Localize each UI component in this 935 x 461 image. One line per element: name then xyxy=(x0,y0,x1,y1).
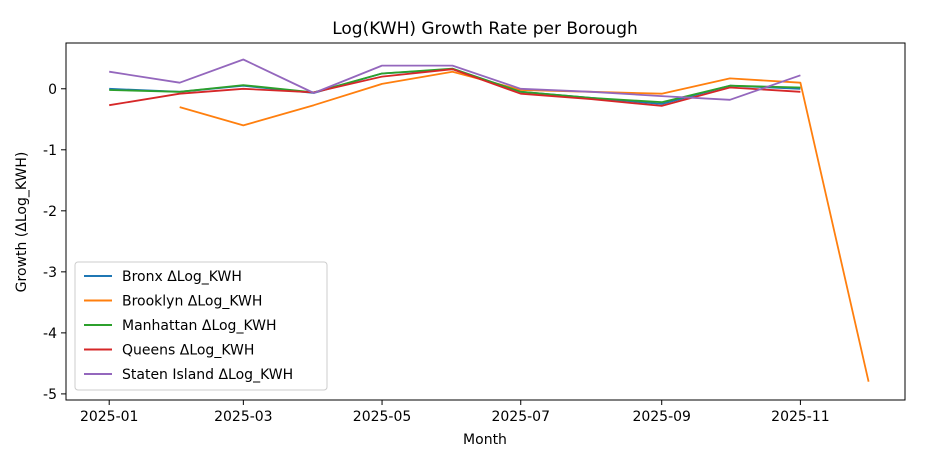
plot-frame xyxy=(65,42,906,401)
y-axis: 0 -1 -2 -3 -4 -5 xyxy=(43,82,66,403)
y-axis-label: Growth (ΔLog_KWH) xyxy=(14,152,30,293)
x-axis: 2025-01 2025-03 2025-05 2025-07 2025-09 2025-… xyxy=(80,400,830,425)
series-line-1 xyxy=(179,70,870,382)
x-tick-label: 2025-09 xyxy=(632,409,691,425)
x-axis-label: Month xyxy=(463,432,507,448)
x-tick-label: 2025-05 xyxy=(353,409,412,425)
legend: Bronx ΔLog_KWH Brooklyn ΔLog_KWH Manhattan… xyxy=(74,261,328,391)
y-tick-label: -5 xyxy=(43,387,57,403)
y-tick-label: 0 xyxy=(48,82,57,98)
legend-label: Bronx ΔLog_KWH xyxy=(122,269,242,285)
legend-box xyxy=(74,261,328,391)
legend-label: Staten Island ΔLog_KWH xyxy=(122,367,293,383)
y-tick-label: -3 xyxy=(43,265,57,281)
x-tick-label: 2025-07 xyxy=(491,409,550,425)
series-line-4 xyxy=(109,58,801,101)
y-tick-label: -4 xyxy=(43,326,57,342)
legend-label: Manhattan ΔLog_KWH xyxy=(122,318,277,334)
x-tick-label: 2025-11 xyxy=(771,409,830,425)
series-line-3 xyxy=(109,68,801,107)
x-tick-label: 2025-01 xyxy=(80,409,139,425)
chart-title: Log(KWH) Growth Rate per Borough xyxy=(332,19,638,39)
y-tick-label: -2 xyxy=(43,204,57,220)
legend-label: Brooklyn ΔLog_KWH xyxy=(122,294,262,310)
y-tick-label: -1 xyxy=(43,143,57,159)
x-tick-label: 2025-03 xyxy=(214,409,273,425)
legend-label: Queens ΔLog_KWH xyxy=(122,343,254,359)
plot-series xyxy=(109,58,870,382)
